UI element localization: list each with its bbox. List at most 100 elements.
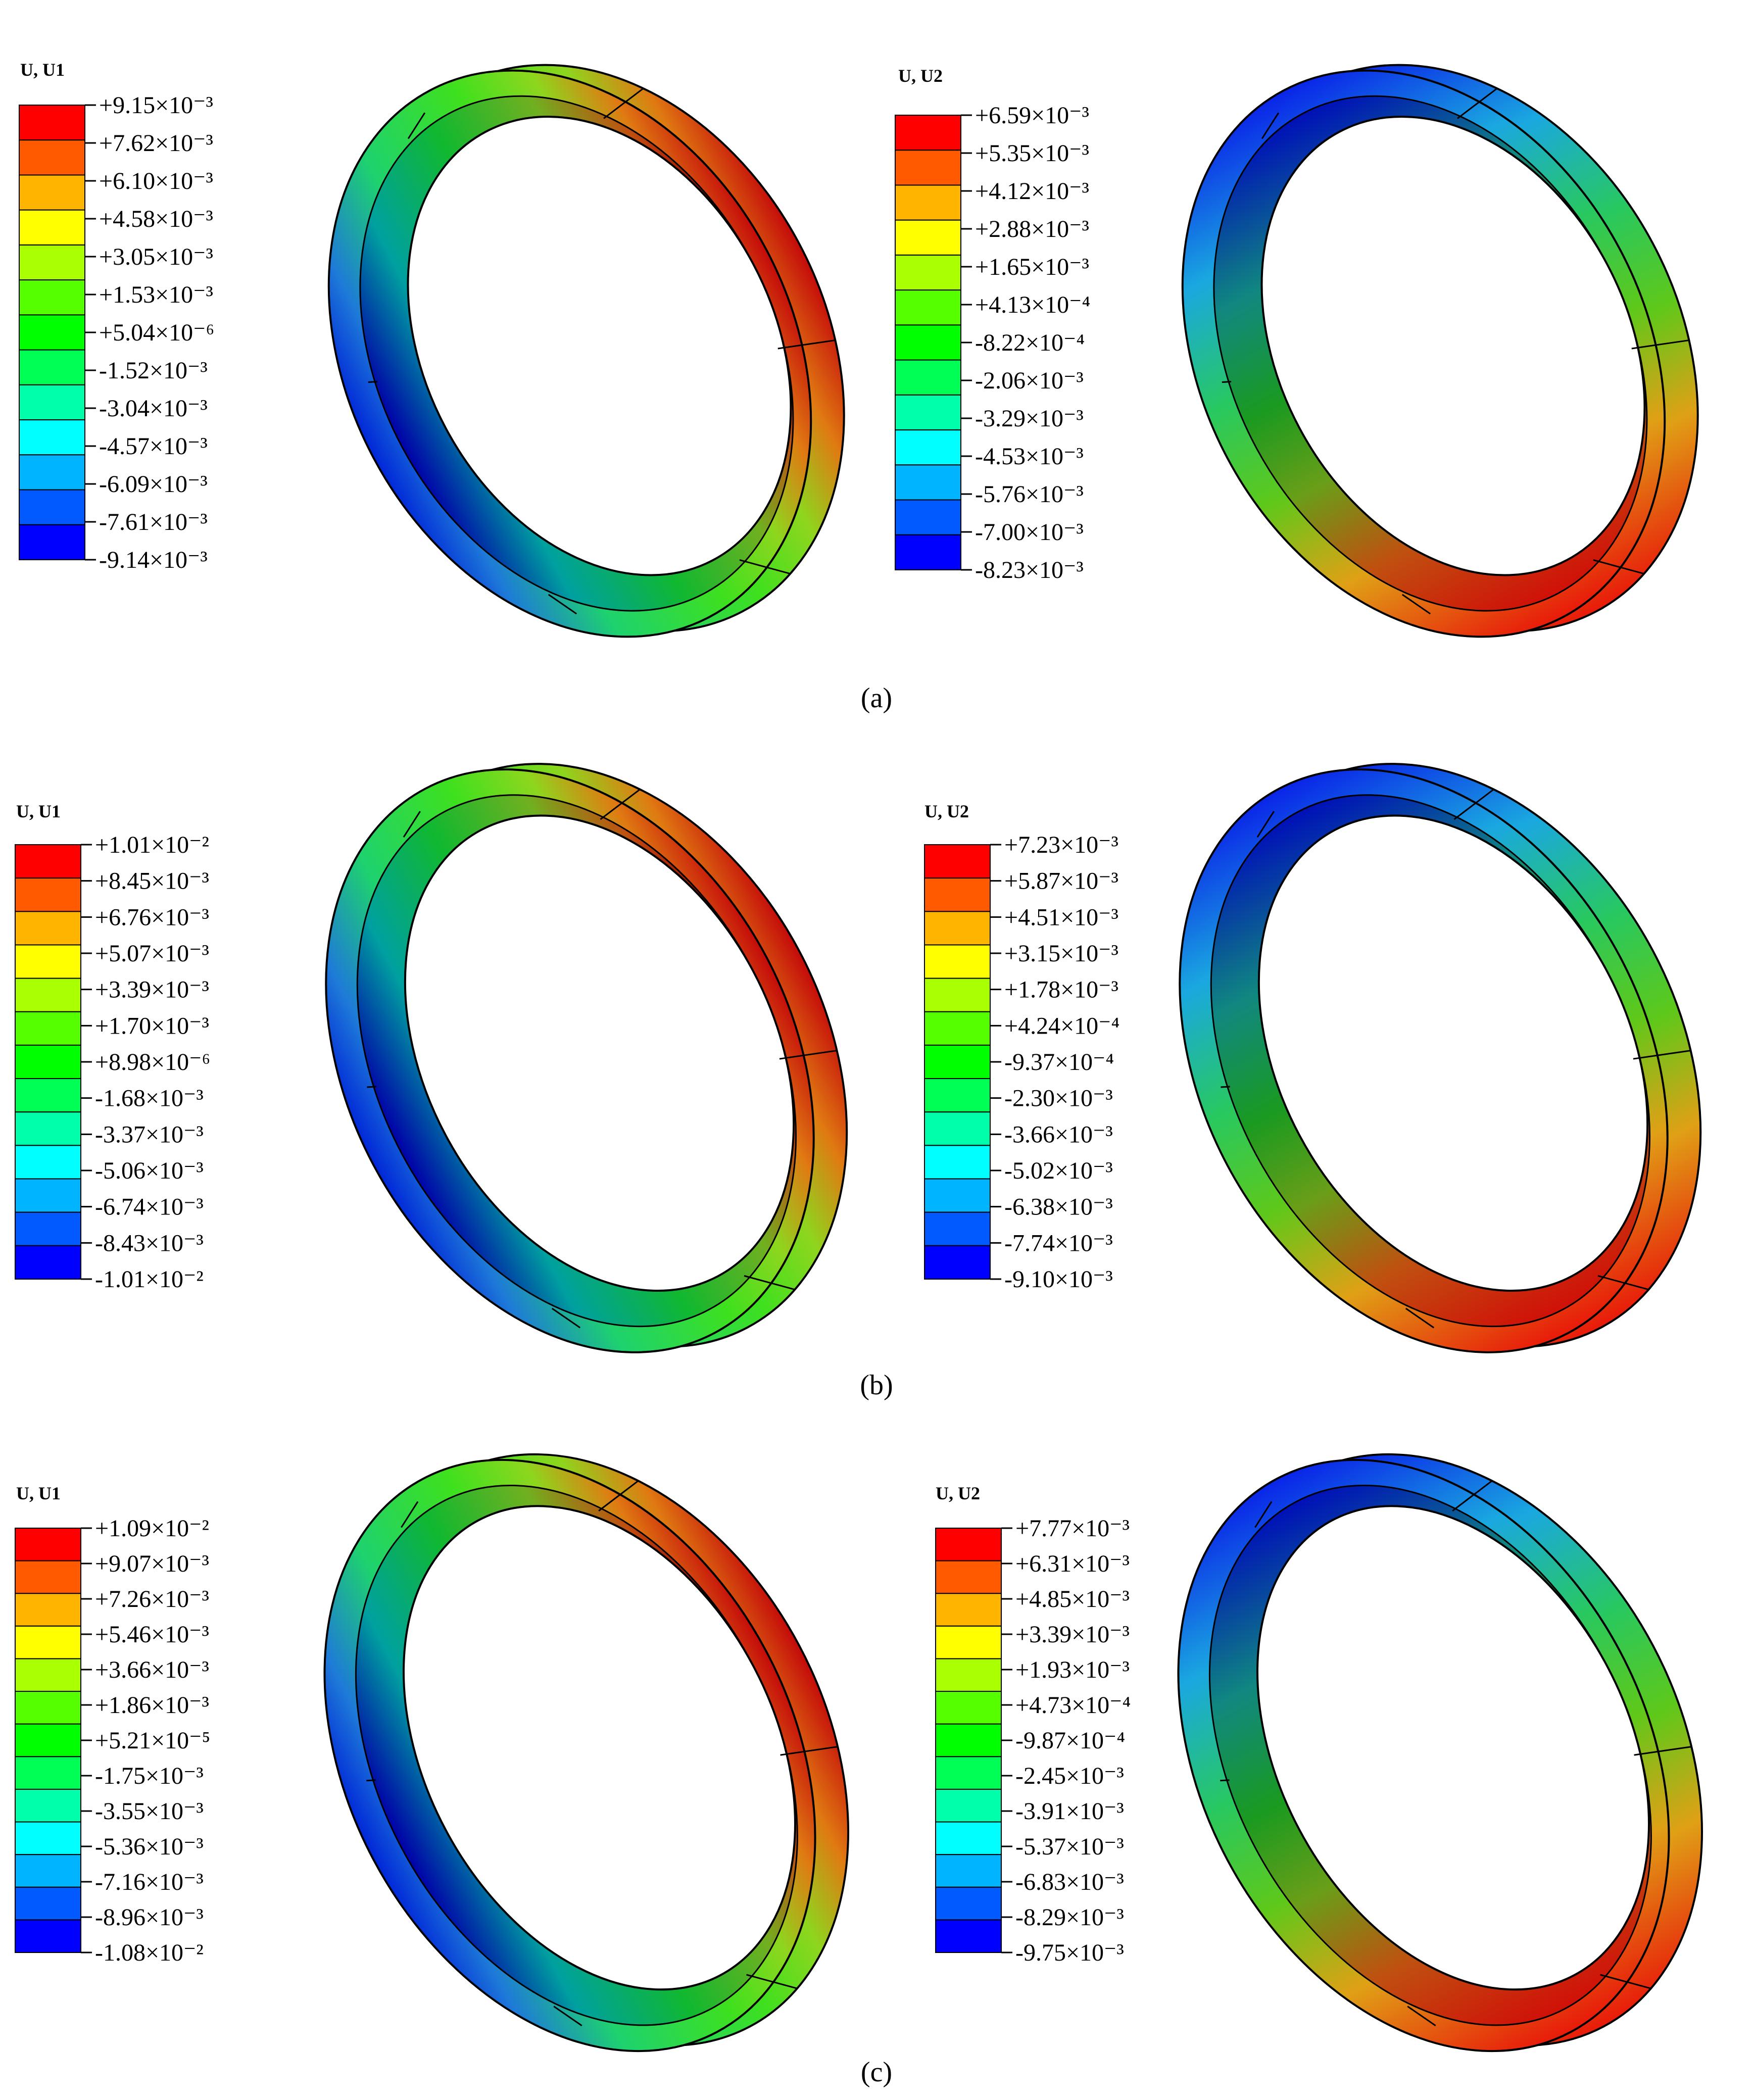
ring-segment-line — [1405, 1307, 1435, 1329]
ring-segment-line — [1401, 594, 1431, 615]
legend-color-band — [15, 1245, 81, 1280]
ring-segment-line — [1221, 1086, 1230, 1088]
legend-color-band — [15, 1145, 81, 1180]
legend-tick-label: -6.74×10⁻³ — [95, 1194, 204, 1220]
ring-segment-line — [548, 594, 577, 615]
legend-tick-label: +4.13×10⁻⁴ — [975, 291, 1090, 318]
ring-segment-line — [1407, 2006, 1436, 2027]
legend-tick-label: +5.21×10⁻⁵ — [95, 1727, 210, 1754]
ring-segment-line — [366, 1779, 376, 1782]
legend-tick-label: +7.23×10⁻³ — [1004, 832, 1118, 858]
legend-color-band — [935, 1560, 1002, 1594]
legend-color-band — [15, 844, 81, 879]
legend-tick-label: +4.12×10⁻³ — [975, 178, 1089, 205]
ring-hollow — [1256, 1505, 1650, 1991]
legend-color-band — [895, 150, 961, 186]
legend-color-band — [15, 1788, 81, 1823]
legend-color-band — [15, 1111, 81, 1146]
legend-tick-label: +7.77×10⁻³ — [1015, 1515, 1130, 1542]
legend-tick-label: -3.04×10⁻³ — [99, 395, 208, 422]
legend-tick-label: -1.01×10⁻² — [95, 1266, 204, 1293]
legend-tick-label: +6.59×10⁻³ — [975, 102, 1089, 129]
ring-segment-line — [1593, 559, 1644, 575]
legend-tick-label: +3.39×10⁻³ — [1015, 1621, 1130, 1648]
ring-segment-line — [1597, 1275, 1649, 1291]
legend-tick-label: +9.07×10⁻³ — [95, 1550, 209, 1577]
legend-color-band — [935, 1788, 1002, 1823]
legend-title-c-u2: U, U2 — [936, 1483, 980, 1503]
legend-tick-label: +4.58×10⁻³ — [99, 206, 213, 232]
ring-segment-line — [1600, 1974, 1651, 1989]
legend-color-band — [935, 1658, 1002, 1692]
legend-color-band — [895, 219, 961, 256]
legend-tick-label: +1.70×10⁻³ — [95, 1012, 209, 1039]
legend-tick-label: -7.74×10⁻³ — [1004, 1230, 1113, 1256]
legend-a-u1: +9.15×10⁻³ +7.62×10⁻³ +6.10×10⁻³ +4.58×10⁻³… — [19, 92, 214, 573]
legend-tick-label: -1.75×10⁻³ — [95, 1763, 204, 1789]
legend-color-band — [15, 1593, 81, 1627]
legend-tick-label: -9.37×10⁻⁴ — [1004, 1049, 1114, 1076]
legend-color-band — [895, 499, 961, 535]
legend-tick-label: -8.96×10⁻³ — [95, 1904, 204, 1931]
legend-color-band — [935, 1886, 1002, 1921]
legend-title-a-u2: U, U2 — [898, 66, 943, 86]
ring-segment-line — [1453, 789, 1494, 820]
legend-tick-label: -2.45×10⁻³ — [1015, 1763, 1124, 1789]
legend-tick-label: -1.08×10⁻² — [95, 1939, 204, 1966]
legend-color-band — [19, 279, 85, 316]
legend-tick-label: +4.51×10⁻³ — [1004, 904, 1118, 931]
legend-color-band — [935, 1821, 1002, 1855]
legend-color-band — [15, 1011, 81, 1046]
legend-color-band — [15, 1528, 81, 1561]
legend-tick-label: +5.87×10⁻³ — [1004, 868, 1118, 895]
legend-tick-label: +1.09×10⁻² — [95, 1515, 209, 1542]
legend-tick-label: +4.73×10⁻⁴ — [1015, 1692, 1131, 1719]
ring-segment-line — [780, 1746, 838, 1756]
legend-tick-label: +6.31×10⁻³ — [1015, 1550, 1130, 1577]
caption-a: (a) — [861, 682, 892, 714]
legend-tick-label: -9.75×10⁻³ — [1015, 1939, 1124, 1966]
legend-tick-label: +1.86×10⁻³ — [95, 1692, 209, 1719]
ring-model-b-u2 — [1179, 763, 1702, 1353]
legend-color-band — [15, 1756, 81, 1790]
legend-color-band — [15, 1821, 81, 1855]
ring-model-a-u1 — [327, 64, 845, 638]
ring-segment-line — [603, 87, 644, 119]
legend-color-band — [19, 384, 85, 421]
legend-color-band — [924, 1078, 991, 1113]
legend-b-u2: +7.23×10⁻³ +5.87×10⁻³ +4.51×10⁻³ +3.15×10⁻³… — [924, 832, 1119, 1293]
legend-tick-label: -7.61×10⁻³ — [99, 509, 208, 535]
legend-color-band — [19, 314, 85, 351]
ring-segment-line — [368, 381, 378, 383]
legend-tick-label: +6.76×10⁻³ — [95, 904, 209, 931]
legend-color-band — [924, 1011, 991, 1046]
legend-color-band — [924, 1145, 991, 1180]
legend-color-band — [19, 524, 85, 561]
legend-color-band — [19, 139, 85, 176]
ring-segment-line — [403, 811, 421, 838]
legend-a-u2: +6.59×10⁻³ +5.35×10⁻³ +4.12×10⁻³ +2.88×10⁻³… — [895, 102, 1090, 583]
legend-color-band — [15, 1854, 81, 1888]
legend-tick-label: +2.88×10⁻³ — [975, 216, 1089, 242]
ring-segment-line — [598, 1480, 639, 1511]
legend-tick-label: -8.23×10⁻³ — [975, 557, 1084, 583]
ring-segment-line — [744, 1275, 795, 1291]
legend-color-band — [895, 289, 961, 326]
ring-segment-line — [551, 1307, 581, 1329]
legend-color-band — [895, 534, 961, 571]
legend-tick-label: -1.68×10⁻³ — [95, 1085, 204, 1112]
ring-segment-line — [407, 112, 426, 139]
legend-color-band — [935, 1593, 1002, 1627]
legend-color-band — [924, 978, 991, 1012]
legend-color-band — [19, 454, 85, 491]
ring-segment-line — [1634, 1746, 1692, 1756]
legend-color-band — [935, 1691, 1002, 1725]
legend-color-band — [15, 1919, 81, 1953]
legend-color-band — [15, 1078, 81, 1113]
legend-tick-label: -3.55×10⁻³ — [95, 1798, 204, 1825]
legend-tick-label: -3.29×10⁻³ — [975, 405, 1084, 432]
ring-model-a-u2 — [1181, 64, 1699, 638]
ring-hollow — [403, 1505, 796, 1991]
ring-segment-line — [1254, 1501, 1273, 1528]
legend-title-c-u1: U, U1 — [16, 1483, 61, 1503]
